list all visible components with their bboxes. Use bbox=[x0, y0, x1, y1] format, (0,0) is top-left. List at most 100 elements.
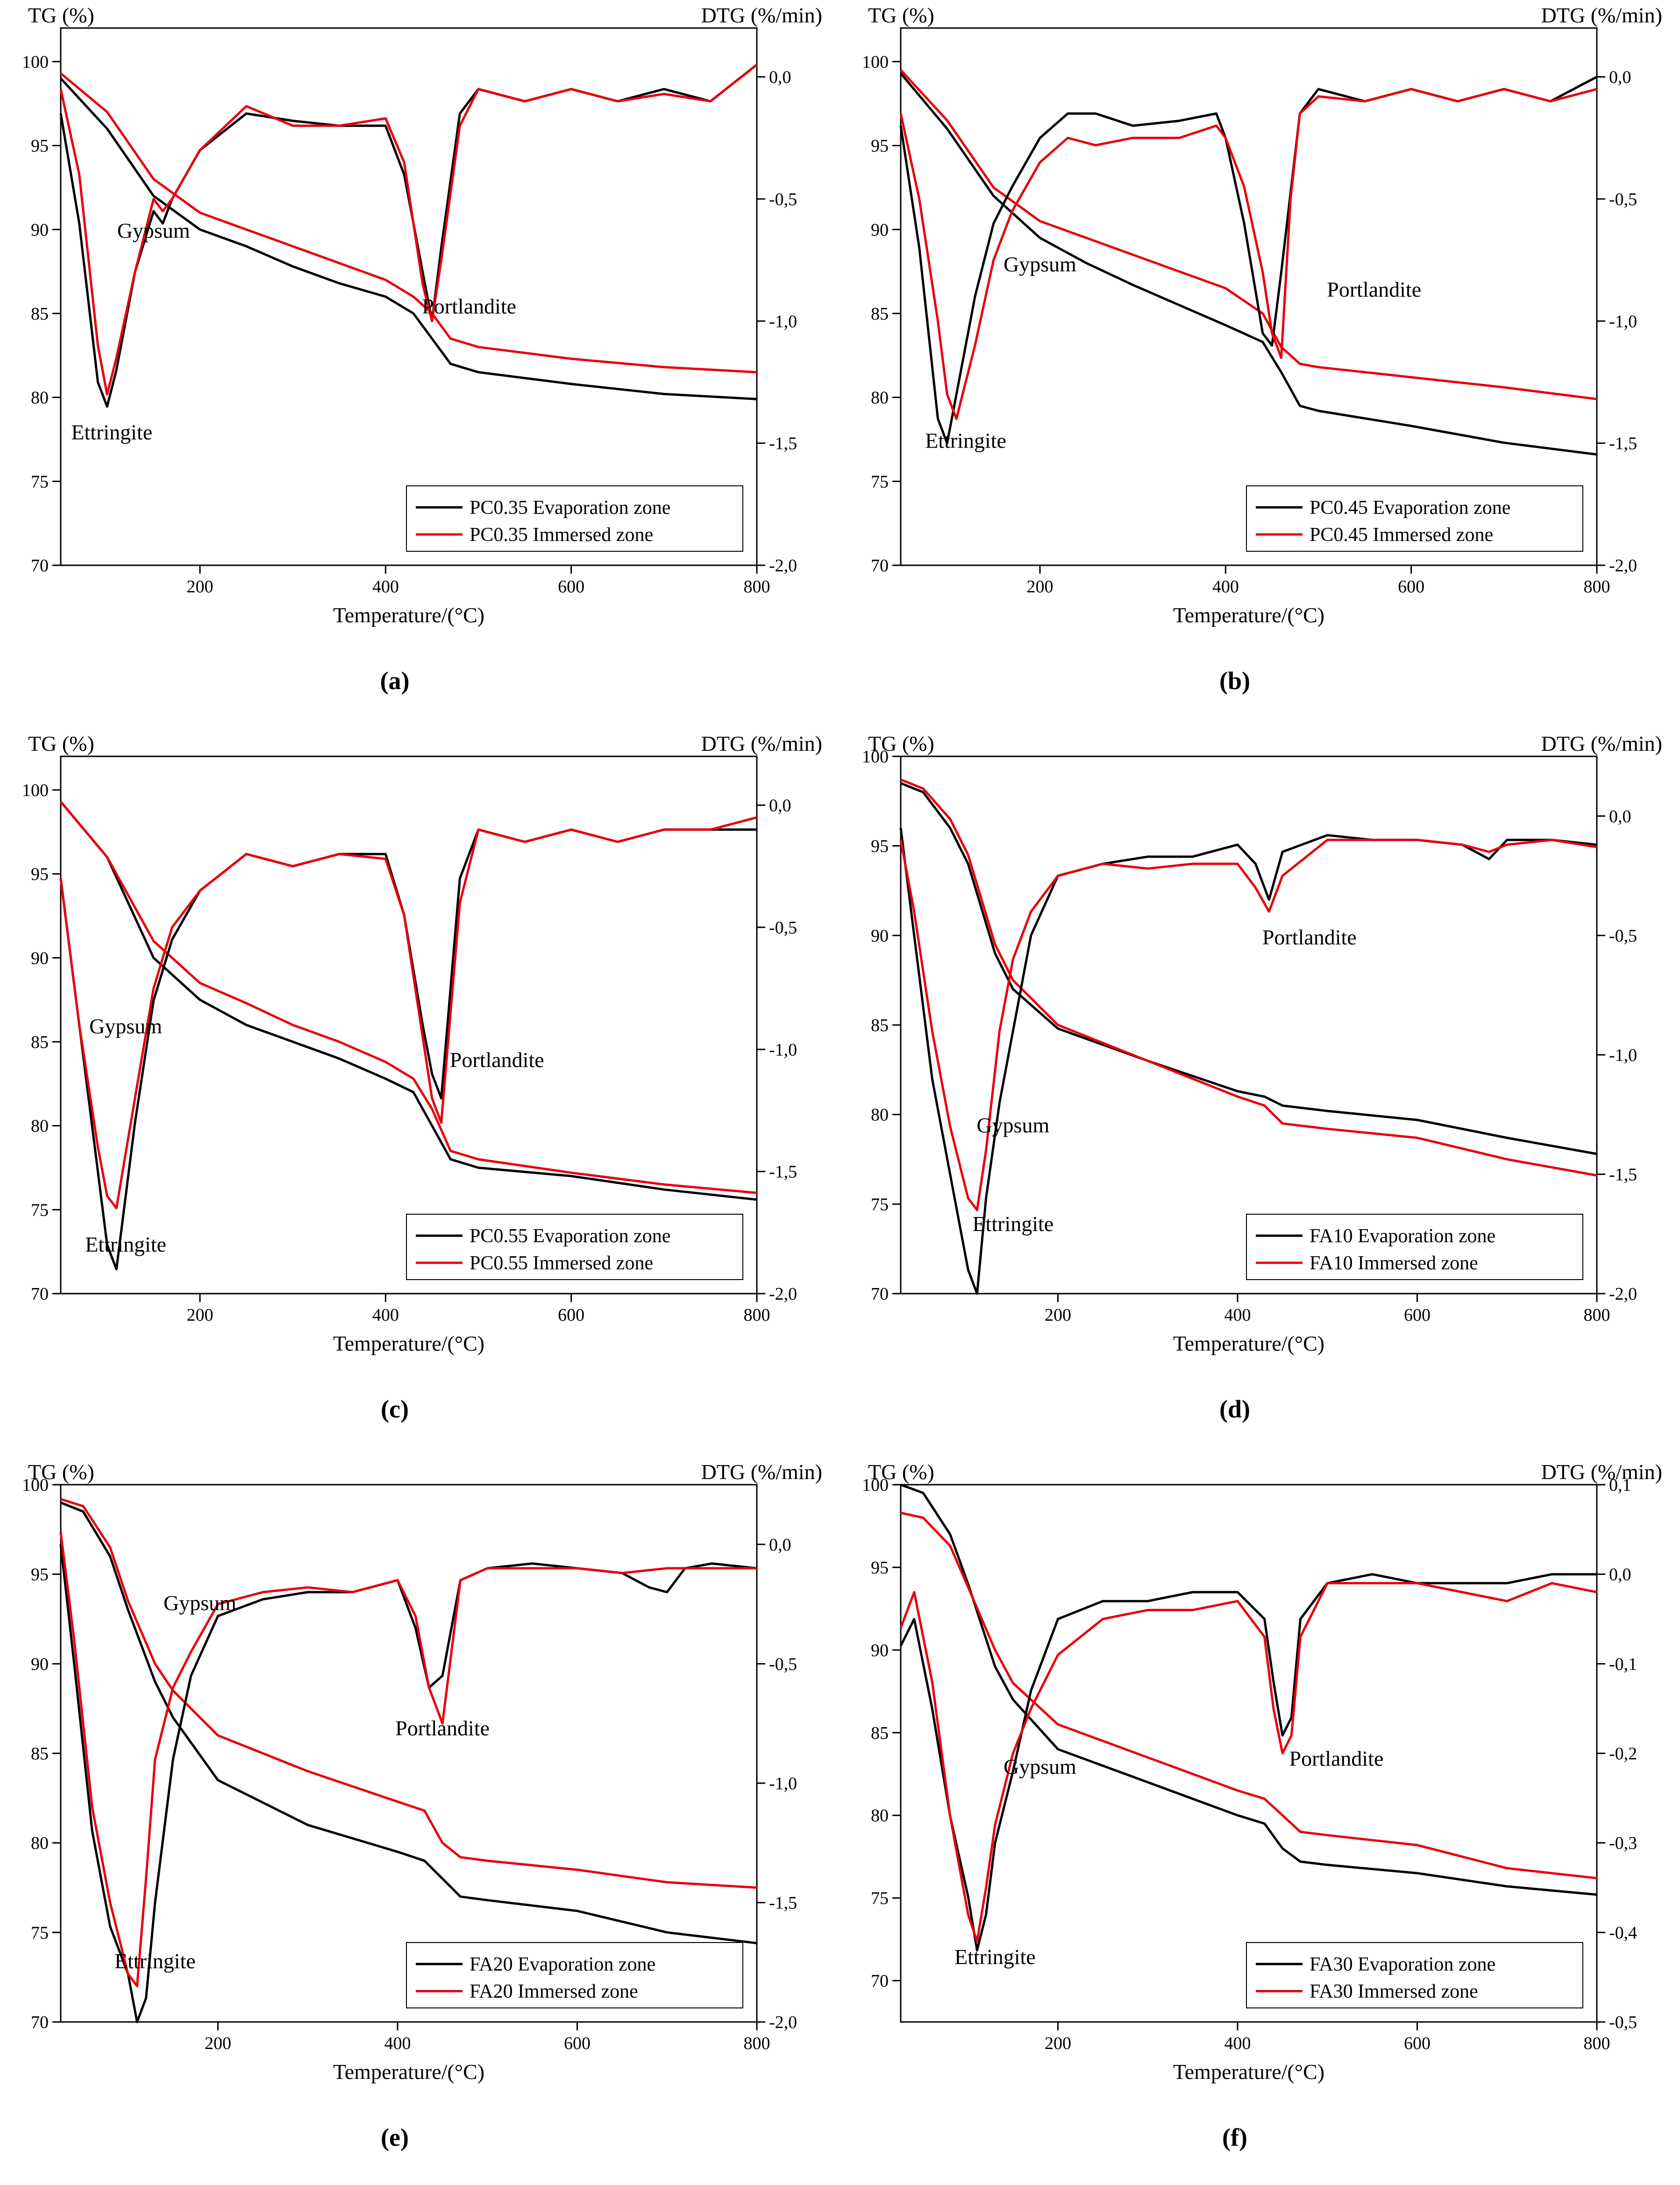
legend-box bbox=[1246, 1942, 1583, 2008]
y-right-tick-label: -0,5 bbox=[769, 1654, 797, 1674]
x-tick-label: 200 bbox=[205, 2034, 231, 2053]
tg-curve-evaporation bbox=[60, 1501, 757, 1944]
peak-annotation: Gypsum bbox=[89, 1014, 162, 1038]
legend-entry: FA20 Evaporation zone bbox=[470, 1954, 655, 1975]
y-left-tick-label: 70 bbox=[31, 2013, 49, 2032]
panel-a: 200 400 600 800 70 75 80 85 90 95 100 -2,0 -1,5 -1,0 -… bbox=[0, 0, 840, 728]
legend-box bbox=[1246, 485, 1583, 552]
y-right-tick-label: -0,5 bbox=[769, 918, 797, 938]
legend-entry: FA10 Evaporation zone bbox=[1310, 1225, 1495, 1247]
y-left-tick-label: 85 bbox=[871, 304, 889, 324]
peak-annotation: Portlandite bbox=[1327, 278, 1421, 301]
y-right-axis-title: DTG (%/min) bbox=[701, 3, 822, 27]
chart-b: 200 400 600 800 70 75 80 85 90 95 100 -2,0 -1,5 -1,0 -… bbox=[862, 3, 1662, 695]
chart-f: 200 400 600 800 70 75 80 85 90 95 100 -0,5 -0,4 -0,3 -… bbox=[862, 1460, 1662, 2151]
y-right-tick-label: -1,0 bbox=[769, 1774, 797, 1794]
y-left-tick-label: 80 bbox=[871, 388, 889, 408]
plot-frame bbox=[900, 27, 1598, 566]
y-right-axis-title: DTG (%/min) bbox=[701, 1460, 822, 1484]
x-tick-label: 600 bbox=[1404, 2034, 1431, 2053]
y-right-tick-label: -1,5 bbox=[1609, 1165, 1637, 1184]
y-left-tick-label: 80 bbox=[31, 1117, 49, 1136]
y-left-tick-label: 100 bbox=[862, 747, 889, 767]
y-left-tick-label: 80 bbox=[31, 388, 49, 408]
y-left-tick-label: 85 bbox=[31, 1744, 49, 1764]
legend-entry: FA10 Immersed zone bbox=[1310, 1253, 1478, 1274]
y-left-tick-label: 70 bbox=[871, 1284, 889, 1304]
panel-f: 200 400 600 800 70 75 80 85 90 95 100 -0,5 -0,4 -0,3 -… bbox=[840, 1457, 1680, 2185]
x-tick-label: 600 bbox=[558, 577, 584, 597]
x-axis-title: Temperature/(°C) bbox=[333, 1331, 484, 1355]
y-right-tick-label: -1,0 bbox=[769, 1040, 797, 1060]
y-right-tick-label: -1,5 bbox=[769, 434, 797, 454]
y-left-tick-label: 95 bbox=[871, 837, 889, 856]
chart-d: 200 400 600 800 70 75 80 85 90 95 100 -2,0 -1,5 -1,0 -… bbox=[862, 732, 1662, 1423]
y-left-tick-label: 75 bbox=[31, 472, 49, 491]
tg-curve-immersed bbox=[900, 69, 1597, 400]
dtg-curve-evaporation bbox=[899, 1573, 1597, 1952]
tg-curve-evaporation bbox=[900, 782, 1597, 1155]
chart-c: 200 400 600 800 70 75 80 85 90 95 100 -2,0 -1,5 -1,0 -… bbox=[22, 732, 822, 1423]
peak-annotation: Portlandite bbox=[450, 1048, 544, 1072]
x-axis-title: Temperature/(°C) bbox=[1173, 1331, 1324, 1355]
y-right-tick-label: -0,5 bbox=[1609, 2013, 1637, 2032]
x-tick-label: 200 bbox=[1045, 2034, 1071, 2053]
y-right-tick-label: -0,2 bbox=[1609, 1744, 1637, 1764]
x-axis-title: Temperature/(°C) bbox=[333, 2060, 484, 2084]
x-tick-label: 800 bbox=[1584, 1305, 1610, 1325]
legend-entry: PC0.55 Immersed zone bbox=[470, 1253, 653, 1274]
y-left-tick-label: 90 bbox=[31, 948, 49, 968]
y-left-tick-label: 70 bbox=[31, 556, 49, 576]
y-right-tick-label: -2,0 bbox=[1609, 556, 1637, 576]
legend-box bbox=[406, 485, 743, 552]
subfigure-label: (e) bbox=[381, 2123, 409, 2151]
dtg-curve-immersed bbox=[59, 64, 758, 396]
subfigure-label: (a) bbox=[380, 667, 410, 695]
y-right-tick-label: -2,0 bbox=[1609, 1284, 1637, 1304]
y-left-tick-label: 90 bbox=[31, 220, 49, 240]
x-tick-label: 600 bbox=[564, 2034, 591, 2053]
legend-entry: FA30 Evaporation zone bbox=[1310, 1954, 1495, 1975]
subfigure-label: (b) bbox=[1219, 667, 1250, 695]
y-right-tick-label: 0,0 bbox=[1609, 68, 1631, 87]
y-left-tick-label: 70 bbox=[871, 556, 889, 576]
y-left-tick-label: 100 bbox=[22, 52, 49, 72]
chart-a: 200 400 600 800 70 75 80 85 90 95 100 -2,0 -1,5 -1,0 -… bbox=[22, 3, 822, 695]
plot-frame bbox=[900, 1484, 1598, 2023]
y-left-tick-label: 90 bbox=[871, 1641, 889, 1660]
plot-frame bbox=[60, 27, 758, 566]
y-left-axis-title: TG (%) bbox=[868, 3, 934, 27]
y-left-tick-label: 100 bbox=[22, 1475, 49, 1495]
x-tick-label: 200 bbox=[187, 577, 214, 597]
y-right-tick-label: -0,5 bbox=[1609, 926, 1637, 946]
tg-curve-immersed bbox=[900, 1511, 1597, 1879]
chart-e: 200 400 600 800 70 75 80 85 90 95 100 -2,0 -1,5 -1,0 -… bbox=[22, 1460, 822, 2151]
subfigure-label: (f) bbox=[1222, 2123, 1247, 2151]
y-left-tick-label: 75 bbox=[871, 472, 889, 491]
y-left-tick-label: 100 bbox=[22, 781, 49, 800]
x-tick-label: 200 bbox=[1045, 1305, 1071, 1325]
y-left-tick-label: 95 bbox=[871, 1558, 889, 1578]
y-right-tick-label: 0,0 bbox=[1609, 1565, 1631, 1585]
tg-curve-evaporation bbox=[60, 801, 757, 1201]
y-right-tick-label: -0,1 bbox=[1609, 1654, 1637, 1674]
y-right-tick-label: -2,0 bbox=[769, 2013, 797, 2032]
dtg-curve-immersed bbox=[899, 1582, 1597, 1943]
dtg-curve-immersed bbox=[899, 88, 1597, 420]
legend-entry: PC0.55 Evaporation zone bbox=[470, 1225, 670, 1247]
panel-b: 200 400 600 800 70 75 80 85 90 95 100 -2,0 -1,5 -1,0 -… bbox=[840, 0, 1680, 728]
x-tick-label: 600 bbox=[1404, 1305, 1431, 1325]
y-right-tick-label: -0,5 bbox=[769, 190, 797, 209]
y-left-tick-label: 75 bbox=[31, 1923, 49, 1943]
legend-entry: PC0.45 Evaporation zone bbox=[1310, 497, 1510, 519]
peak-annotation: Gypsum bbox=[164, 1591, 236, 1615]
peak-annotation: Ettringite bbox=[114, 1949, 196, 1973]
x-tick-label: 600 bbox=[1398, 577, 1424, 597]
y-left-tick-label: 70 bbox=[871, 1971, 889, 1991]
x-tick-label: 800 bbox=[744, 1305, 770, 1325]
x-tick-label: 400 bbox=[384, 2034, 411, 2053]
x-tick-label: 400 bbox=[372, 577, 399, 597]
y-right-tick-label: -2,0 bbox=[769, 1284, 797, 1304]
peak-annotation: Portlandite bbox=[422, 294, 516, 318]
y-right-tick-label: 0,0 bbox=[769, 796, 791, 816]
